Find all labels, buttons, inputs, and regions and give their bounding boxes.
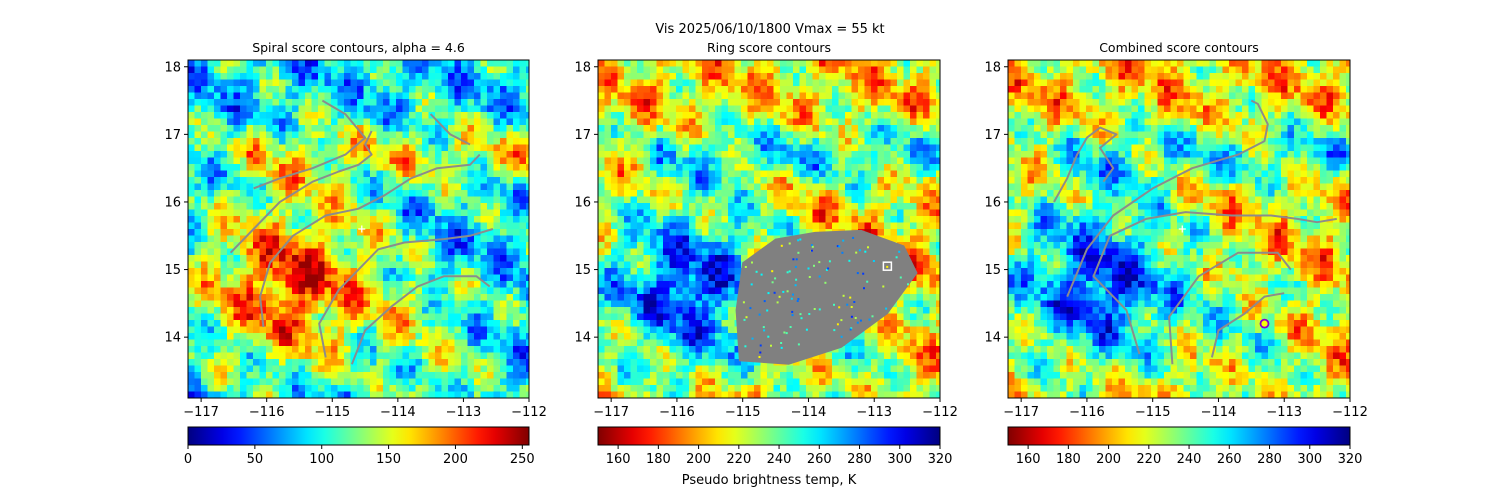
colorbar-label: Pseudo brightness temp, K [681,473,857,488]
combined-score-panel: −117 −116 −115 −114 −113 −112 14 15 16 17 18 160 180… [984,59,1368,467]
colorbar-tick-label: 220 [726,452,751,467]
figure-suptitle: Vis 2025/06/10/1800 Vmax = 55 kt [655,22,885,37]
x-tick-label: −116 [249,405,285,420]
x-tick-label: −114 [791,405,827,420]
x-tick-label: −113 [446,405,482,420]
colorbar-tick-label: 160 [606,452,631,467]
colorbar-tick-label: 320 [928,452,953,467]
score-contour-2 [1053,126,1118,203]
colorbar-tick-label: 240 [1177,452,1202,467]
colorbar-tick-label: 180 [1056,452,1081,467]
colorbar-tick-label: 300 [887,452,912,467]
x-tick-label: −117 [1003,405,1039,420]
colorbar-tick-label: 150 [376,452,401,467]
center-plus-marker [1178,225,1186,233]
y-tick-label: 16 [164,195,181,210]
score-contour-6 [350,275,491,365]
panel-3-title: Combined score contours [1099,40,1259,55]
y-tick-label: 17 [164,128,181,143]
axes-frame [597,59,941,399]
score-contour-2 [253,99,367,190]
y-tick-label: 15 [574,263,591,278]
score-contour-4 [1168,251,1292,365]
x-tick-label: −117 [593,405,629,420]
score-contour-1 [229,130,373,254]
masked-speckles [742,236,909,358]
colorbar-tick-label: 200 [686,452,711,467]
colorbar-tick-label: 300 [1297,452,1322,467]
colorbar-tick-label: 100 [309,452,334,467]
y-tick-label: 15 [164,263,181,278]
x-tick-label: −116 [659,405,695,420]
score-contour-3 [1092,211,1337,355]
x-tick-label: −112 [1332,405,1368,420]
colorbar-tick-label: 180 [646,452,671,467]
x-tick-label: −115 [314,405,350,420]
colorbar-tick-label: 200 [443,452,468,467]
y-tick-label: 17 [984,128,1001,143]
x-tick-label: −116 [1069,405,1105,420]
x-tick-label: −114 [1201,405,1237,420]
x-tick-label: −117 [183,405,219,420]
colorbar-tick-label: 260 [807,452,832,467]
axes-frame [1007,59,1351,399]
y-tick-label: 16 [984,195,1001,210]
colorbar-tick-label: 0 [184,452,192,467]
y-tick-label: 14 [574,331,591,346]
colorbar-tick-label: 280 [1257,452,1282,467]
panel-2-title: Ring score contours [706,40,832,55]
y-tick-label: 17 [574,128,591,143]
score-contour-4 [429,113,471,146]
combined-center-circle-marker [1259,318,1270,329]
y-tick-label: 15 [984,263,1001,278]
y-tick-label: 16 [574,195,591,210]
colorbar-tick-label: 250 [510,452,535,467]
x-tick-label: −113 [856,405,892,420]
score-contour-3 [259,153,481,328]
heatmap-field [1008,60,1350,398]
y-tick-label: 18 [984,60,1001,75]
x-tick-label: −115 [1135,405,1171,420]
axes-frame [187,59,530,399]
colorbar [597,426,941,446]
masked-region [735,229,918,365]
score-contour-1 [1066,99,1269,297]
x-tick-label: −115 [725,405,761,420]
ring-center-square-marker [882,261,893,271]
x-tick-label: −114 [380,405,416,420]
y-tick-label: 18 [164,60,181,75]
ring-score-panel: −117 −116 −115 −114 −113 −112 14 15 16 17 18 160 180… [574,59,958,467]
colorbar-tick-label: 280 [847,452,872,467]
score-contour-5 [1210,292,1285,358]
colorbar-tick-label: 320 [1338,452,1363,467]
colorbar-tick-label: 160 [1016,452,1041,467]
y-tick-label: 14 [164,331,181,346]
colorbar-tick-label: 260 [1217,452,1242,467]
colorbar-tick-label: 200 [1096,452,1121,467]
spiral-score-panel: −117 −116 −115 −114 −113 −112 14 15 16 17 18 0 50 100… [164,59,547,467]
x-tick-label: −112 [922,405,958,420]
score-contour-5 [318,228,494,358]
colorbar-tick-label: 50 [247,452,264,467]
colorbar [187,426,530,446]
center-plus-marker [358,225,366,233]
colorbar [1007,426,1351,446]
panel-1-title: Spiral score contours, alpha = 4.6 [252,40,465,55]
y-tick-label: 14 [984,331,1001,346]
heatmap-field [188,60,529,398]
colorbar-tick-label: 220 [1136,452,1161,467]
colorbar-tick-label: 240 [767,452,792,467]
y-tick-label: 18 [574,60,591,75]
x-tick-label: −113 [1266,405,1302,420]
x-tick-label: −112 [511,405,547,420]
